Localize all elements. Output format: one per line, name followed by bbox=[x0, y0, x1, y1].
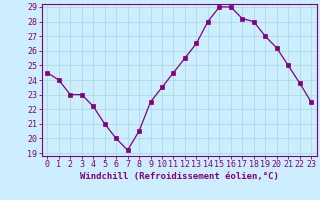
X-axis label: Windchill (Refroidissement éolien,°C): Windchill (Refroidissement éolien,°C) bbox=[80, 172, 279, 181]
